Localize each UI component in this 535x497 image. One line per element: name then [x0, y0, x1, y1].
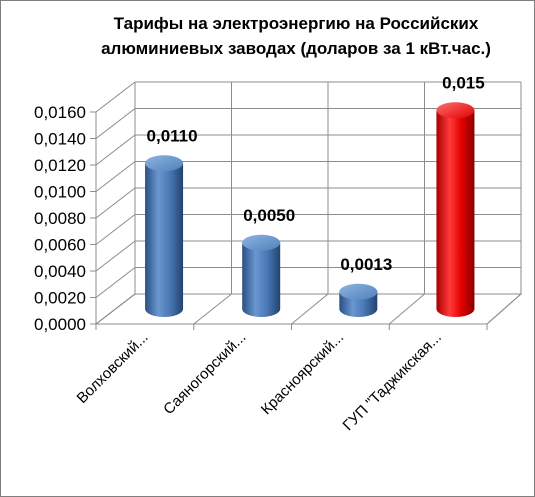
gridline-side — [95, 108, 136, 139]
y-axis: 0,0000 0,0020 0,0040 0,0060 0,0080 0,0100 0,01… — [34, 103, 96, 334]
y-tick-label: 0,0140 — [34, 130, 86, 149]
x-tick-label: Красноярский... — [258, 329, 347, 418]
bar-top — [436, 102, 475, 119]
gridline-side — [95, 81, 136, 113]
floor-divider — [486, 293, 522, 325]
x-tick-label: Волховский... — [74, 329, 152, 407]
data-label: 0,0050 — [243, 206, 295, 225]
y-tick-label: 0,0100 — [34, 183, 86, 202]
x-axis: Волховский... Саяногорский... Красноярский… — [74, 329, 445, 434]
bar-body — [436, 110, 475, 317]
y-tick-label: 0,0000 — [34, 315, 86, 334]
bar-top — [145, 155, 184, 172]
gridline-side — [95, 240, 136, 272]
y-tick-label: 0,0120 — [34, 156, 86, 175]
bar-top — [242, 234, 281, 251]
x-tick-label: ГУП "Таджикская... — [340, 329, 445, 434]
gridline-side — [95, 214, 136, 245]
bar — [339, 283, 378, 317]
y-tick-label: 0,0020 — [34, 289, 86, 308]
gridline-side — [95, 161, 136, 192]
data-label: 0,0110 — [147, 126, 198, 145]
data-labels: 0,0110 0,0050 0,0013 0,015 — [147, 73, 485, 274]
y-tick-label: 0,0040 — [34, 262, 86, 281]
bar — [436, 102, 475, 317]
bars — [145, 102, 475, 317]
bar-top — [339, 283, 378, 300]
gridline-side — [95, 134, 136, 166]
bar — [242, 234, 281, 317]
gridline-side — [95, 267, 136, 298]
gridline-side — [95, 187, 136, 219]
y-tick-label: 0,0060 — [34, 236, 86, 255]
chart-title: Тарифы на электроэнергию на Российских а… — [101, 14, 491, 58]
floor-divider — [95, 293, 136, 325]
floor-divider — [291, 293, 329, 325]
x-tick-label: Саяногорский... — [160, 329, 249, 418]
floor-divider — [388, 293, 425, 325]
data-label: 0,0013 — [340, 255, 392, 274]
floor-divider — [193, 293, 232, 325]
data-label: 0,015 — [442, 73, 485, 92]
bar — [145, 155, 184, 317]
y-tick-label: 0,0160 — [34, 103, 86, 122]
y-tick-label: 0,0080 — [34, 209, 86, 228]
bar-body — [145, 163, 184, 317]
bar-body — [242, 242, 281, 317]
